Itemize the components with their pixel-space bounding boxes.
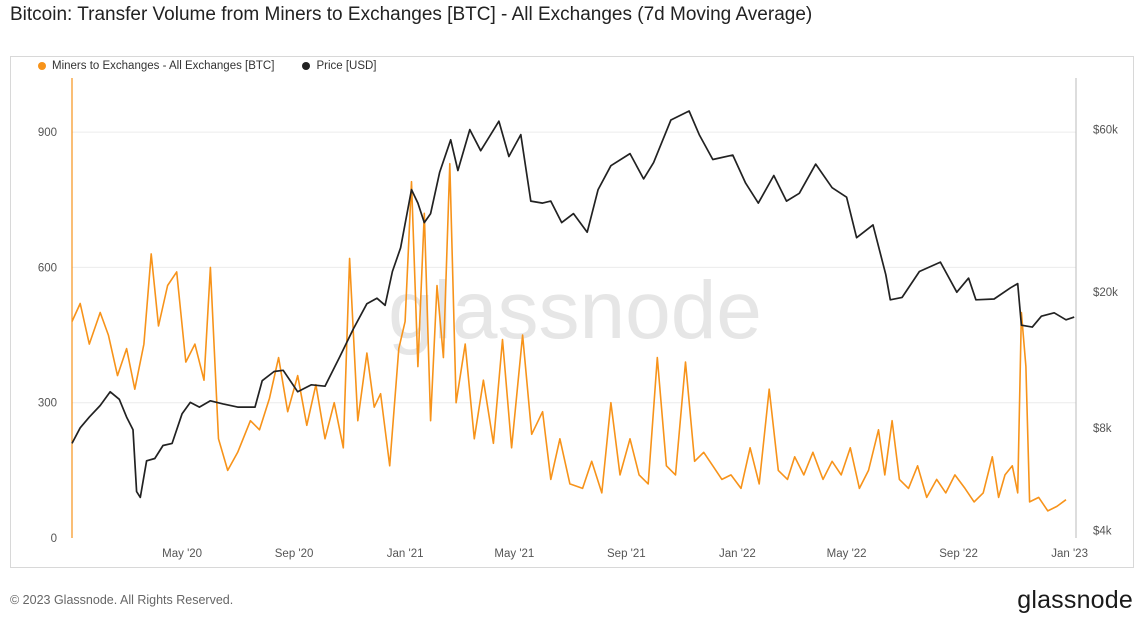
left-axis-ticks: 0 300 600 900 <box>38 127 57 545</box>
x-tick-label: Jan '21 <box>387 548 424 560</box>
left-tick-label: 600 <box>38 262 57 274</box>
x-tick-label: May '22 <box>827 548 867 560</box>
left-tick-label: 0 <box>51 533 57 545</box>
x-tick-label: Sep '21 <box>607 548 646 560</box>
x-tick-label: Jan '23 <box>1051 548 1088 560</box>
left-tick-label: 300 <box>38 398 57 410</box>
copyright-text: © 2023 Glassnode. All Rights Reserved. <box>10 593 233 607</box>
x-tick-label: Jan '22 <box>719 548 756 560</box>
right-axis-ticks: $4k $8k $20k $60k <box>1093 125 1118 538</box>
x-tick-label: May '21 <box>494 548 534 560</box>
right-tick-label: $4k <box>1093 525 1112 537</box>
x-axis-ticks: May '20 Sep '20 Jan '21 May '21 Sep '21 Jan '… <box>162 548 1088 560</box>
x-tick-label: May '20 <box>162 548 202 560</box>
x-tick-label: Sep '22 <box>939 548 978 560</box>
right-tick-label: $20k <box>1093 287 1118 299</box>
brand-logo[interactable]: glassnode <box>1017 586 1133 615</box>
left-tick-label: 900 <box>38 127 57 139</box>
right-tick-label: $8k <box>1093 423 1112 435</box>
right-tick-label: $60k <box>1093 125 1118 137</box>
x-tick-label: Sep '20 <box>275 548 314 560</box>
